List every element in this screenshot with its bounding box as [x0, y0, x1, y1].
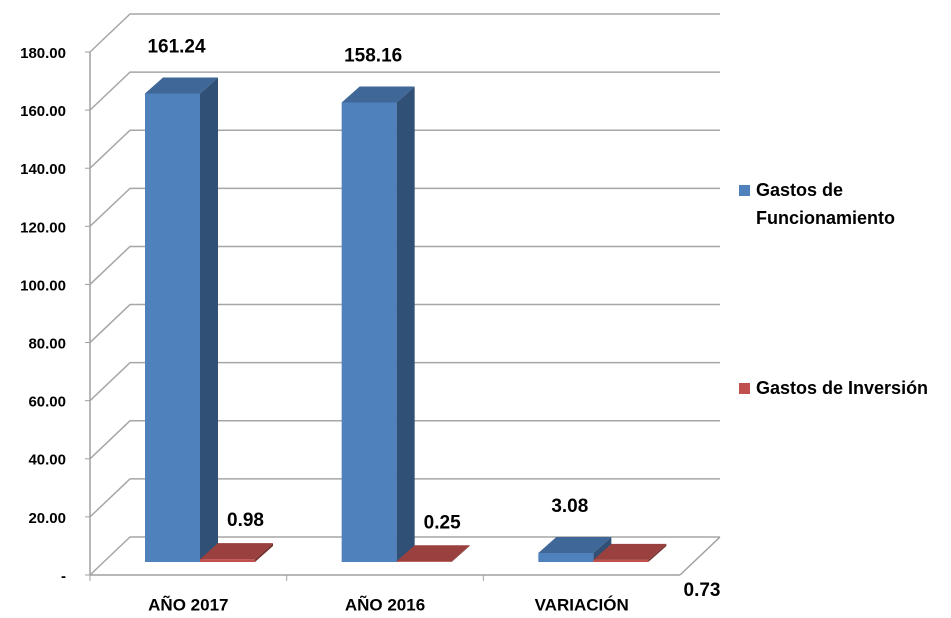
y-tick-label: 180.00	[20, 45, 66, 62]
grid-line	[89, 13, 720, 53]
bar-top	[145, 77, 218, 94]
y-tick-label: 20.00	[28, 510, 66, 527]
bar-front	[396, 561, 452, 562]
y-tick-label: 120.00	[20, 219, 66, 236]
grid-line	[89, 187, 720, 227]
bar-front	[145, 93, 200, 562]
y-tick-label: 60.00	[28, 394, 66, 411]
bar-top	[200, 543, 273, 560]
data-label: 161.24	[147, 37, 206, 58]
data-label: 3.08	[551, 496, 588, 517]
bar-top	[341, 86, 415, 103]
floor-right	[679, 536, 721, 576]
bar-front	[538, 553, 594, 562]
y-tick-label: -	[61, 568, 66, 585]
bar-side	[593, 537, 612, 562]
grid-line	[89, 478, 720, 518]
grid-line	[89, 361, 720, 402]
y-tick-label: 40.00	[28, 452, 66, 469]
grid-line	[89, 420, 720, 460]
x-tick-label: AÑO 2016	[345, 594, 425, 614]
data-label: 0.73	[684, 580, 721, 601]
y-tick-label: 160.00	[20, 103, 66, 120]
y-tick-label: 100.00	[20, 277, 66, 294]
x-tick-label: VARIACIÓN	[535, 595, 629, 614]
bar-side	[648, 543, 667, 562]
bar	[593, 543, 667, 562]
floor	[89, 52, 721, 576]
bar-side	[200, 77, 218, 562]
bar	[396, 545, 470, 562]
grid-line	[89, 303, 720, 344]
bar-side	[451, 545, 470, 562]
bar-front	[593, 559, 649, 562]
legend-label: Gastos de Funcionamiento	[756, 180, 895, 228]
y-tick-label: 80.00	[28, 336, 66, 353]
bar	[145, 77, 218, 562]
bar-top	[538, 537, 612, 554]
data-label: 158.16	[344, 45, 402, 66]
legend-swatch	[739, 383, 750, 394]
bar	[341, 86, 415, 562]
grid-line	[89, 71, 720, 111]
bar-top	[593, 543, 667, 560]
bar	[538, 537, 612, 562]
grid-line	[89, 536, 720, 576]
legend-swatch	[739, 185, 750, 196]
bar-top	[396, 545, 470, 562]
x-tick-label: AÑO 2017	[148, 594, 228, 614]
bar	[200, 543, 273, 562]
data-label: 0.25	[424, 512, 461, 533]
bar-side	[396, 86, 415, 562]
y-tick-label: 140.00	[20, 161, 66, 178]
grid-line	[89, 129, 720, 169]
legend-label: Gastos de Inversión	[756, 378, 929, 398]
bar-side	[255, 543, 273, 562]
bar-front	[200, 559, 255, 562]
grid-line	[89, 245, 720, 285]
data-label: 0.98	[227, 510, 264, 531]
bar-front	[341, 102, 397, 562]
